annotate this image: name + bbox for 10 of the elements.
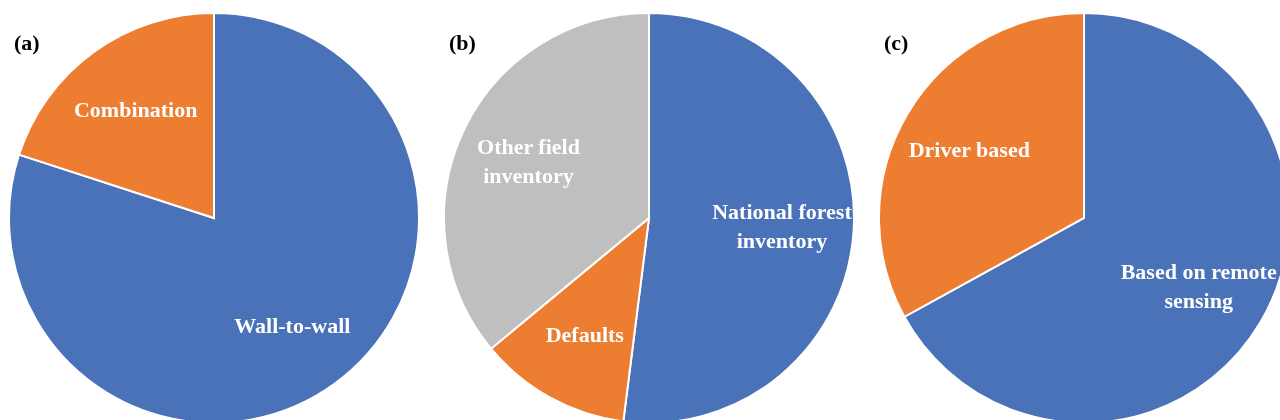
slice-label: Defaults [545, 321, 625, 347]
slice-label: Combination [73, 97, 198, 123]
slice-label: National forest inventory [712, 199, 853, 254]
text: (a) [14, 30, 40, 55]
slice-label: Driver based [908, 137, 1030, 163]
text: (c) [884, 30, 909, 55]
slice-label: Based on remote sensing [1120, 258, 1277, 313]
text: (b) [449, 30, 476, 55]
slice-label: Wall-to-wall [234, 312, 351, 338]
slice-label: Other field inventory [477, 134, 580, 189]
